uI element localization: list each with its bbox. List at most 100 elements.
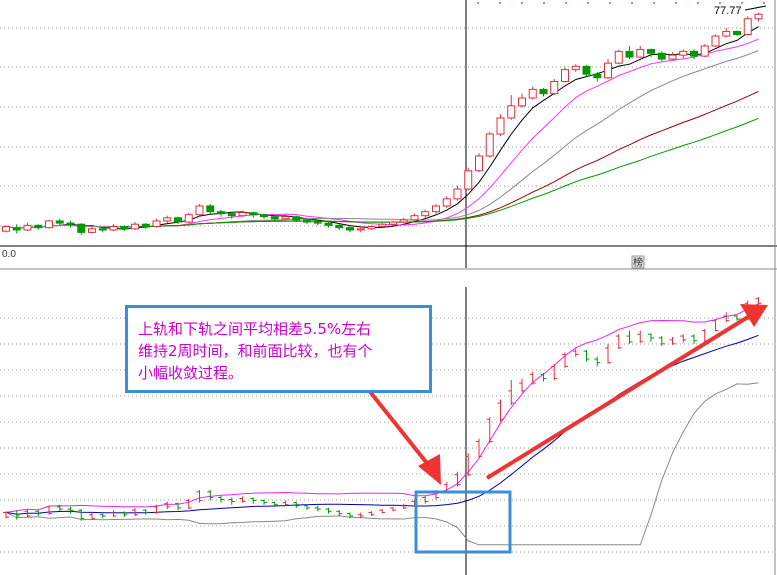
price-candle xyxy=(453,188,462,200)
price-candle xyxy=(313,221,322,224)
price-candle xyxy=(485,133,494,157)
price-candle xyxy=(647,49,655,54)
price-candle xyxy=(249,212,258,216)
price-candle xyxy=(292,216,301,221)
badge-icon xyxy=(631,255,645,269)
price-candle xyxy=(66,222,75,225)
price-candle xyxy=(152,220,161,227)
price-candle xyxy=(12,227,21,231)
top-marker-dot xyxy=(609,2,611,4)
top-marker-dot xyxy=(697,2,699,4)
price-candle xyxy=(346,227,354,231)
price-candle xyxy=(722,30,731,37)
price-candle xyxy=(668,54,677,60)
price-candle xyxy=(421,211,430,217)
price-candle xyxy=(281,216,290,220)
top-marker-dot xyxy=(741,2,743,4)
top-marker-dot xyxy=(653,2,655,4)
last-price-label: 77.77 xyxy=(714,5,742,17)
annotation-box: 上轨和下轨之间平均相差5.5%左右 维持2周时间，和前面比较，也有个 小幅收敛过… xyxy=(125,305,432,393)
price-candle xyxy=(163,217,172,222)
price-candle xyxy=(700,45,709,57)
trend-arrow xyxy=(485,304,768,480)
price-candle xyxy=(206,205,215,213)
price-candle xyxy=(582,65,591,75)
price-candle xyxy=(45,220,53,229)
top-marker-dot xyxy=(719,2,721,4)
price-candle xyxy=(174,217,182,223)
price-candle xyxy=(23,224,32,231)
top-marker-dot xyxy=(477,2,479,4)
price-candles xyxy=(2,12,763,235)
price-candle xyxy=(593,73,602,79)
price-candle xyxy=(270,216,279,220)
price-candle xyxy=(260,214,268,218)
price-candle xyxy=(131,223,139,230)
price-candle xyxy=(743,18,752,35)
price-candle xyxy=(518,97,526,107)
price-candle xyxy=(324,222,333,226)
badge-label: 榜 xyxy=(633,256,643,269)
price-candle xyxy=(109,225,118,231)
price-candle xyxy=(34,224,43,229)
price-candle xyxy=(550,81,559,95)
price-candle xyxy=(2,225,10,232)
price-candle xyxy=(55,220,64,224)
price-candle xyxy=(120,225,129,230)
price-candle xyxy=(690,50,698,57)
top-marker-dot xyxy=(499,2,501,4)
price-candle xyxy=(442,198,451,207)
price-candle xyxy=(561,69,569,83)
top-marker-dot xyxy=(631,2,633,4)
boll-line-1 xyxy=(5,303,759,513)
price-candle xyxy=(464,170,473,190)
price-candle xyxy=(571,65,580,71)
axis-marker-label: 0.0 xyxy=(2,249,16,260)
top-marker-dot xyxy=(565,2,567,4)
top-marker-dot xyxy=(543,2,545,4)
price-candle xyxy=(227,213,236,217)
price-candle xyxy=(88,228,96,233)
top-marker-dot xyxy=(587,2,589,4)
price-candle xyxy=(238,212,247,217)
price-candle xyxy=(711,35,720,47)
pointer-arrow xyxy=(365,386,441,485)
top-marker-dot xyxy=(675,2,677,4)
price-candle xyxy=(754,13,763,20)
price-candle xyxy=(432,205,440,213)
price-candle xyxy=(335,224,344,229)
price-candle xyxy=(679,50,688,56)
price-candle xyxy=(475,155,483,172)
price-candle xyxy=(98,228,107,231)
price-candle xyxy=(303,219,311,223)
price-candle xyxy=(636,49,645,58)
price-candle xyxy=(195,205,204,216)
price-candle xyxy=(528,88,537,99)
price-candle xyxy=(356,228,365,231)
top-marker-dot xyxy=(521,2,523,4)
price-candle xyxy=(410,215,419,221)
price-candle xyxy=(539,88,548,95)
price-candle xyxy=(496,117,505,135)
price-candle xyxy=(77,223,86,233)
ma-line-5 xyxy=(134,117,759,228)
price-candle xyxy=(184,214,193,223)
price-candle xyxy=(733,30,741,35)
convergence-highlight-box xyxy=(414,490,512,554)
price-candle xyxy=(378,223,387,227)
price-candle xyxy=(625,50,634,58)
price-candle xyxy=(507,105,516,119)
grid-lines xyxy=(0,2,775,553)
boll-line-3 xyxy=(5,382,759,546)
price-candle xyxy=(604,62,612,79)
price-candle xyxy=(217,211,225,215)
bollinger-candles xyxy=(3,297,762,521)
price-candle xyxy=(657,52,666,60)
price-candle xyxy=(399,219,408,223)
last-price-pointer xyxy=(744,5,767,11)
top-marker-dot xyxy=(763,2,765,4)
price-candle xyxy=(367,225,376,230)
price-candle xyxy=(614,50,623,64)
